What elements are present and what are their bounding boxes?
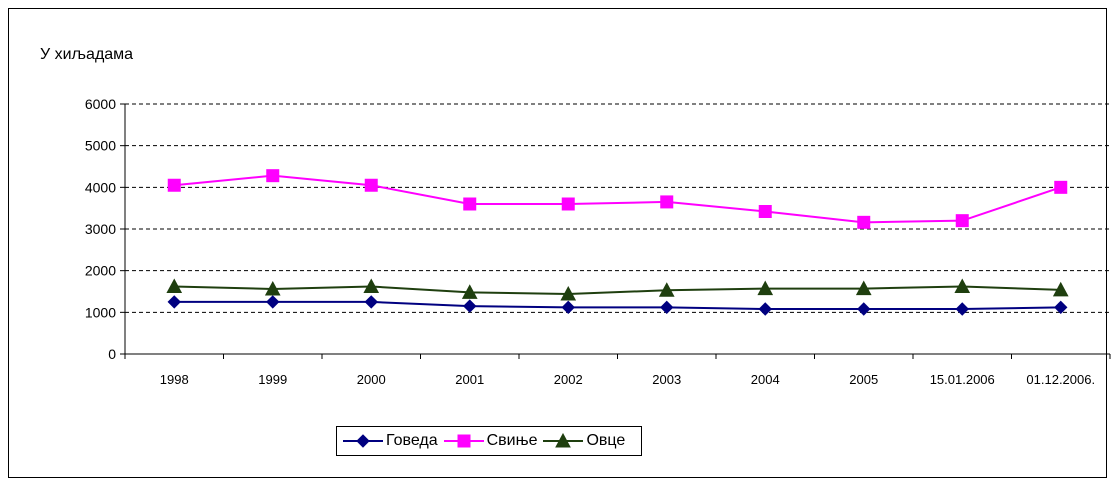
legend-swatch-triangle xyxy=(543,433,584,448)
data-point-triangle xyxy=(658,282,675,297)
series-line-2 xyxy=(174,174,1062,224)
data-point-triangle xyxy=(1052,281,1069,297)
x-tick-label: 1999 xyxy=(258,372,287,387)
y-tick-label: 2000 xyxy=(85,263,116,279)
y-tick-label: 6000 xyxy=(85,96,116,112)
series-line-1 xyxy=(174,300,1061,310)
legend-swatch-square xyxy=(443,434,484,448)
y-tick-label: 5000 xyxy=(85,138,116,154)
axes xyxy=(120,103,1111,359)
data-point-triangle xyxy=(166,278,183,293)
data-point-diamond xyxy=(266,295,280,309)
data-point-triangle xyxy=(954,278,971,293)
x-tick-label: 1998 xyxy=(160,372,189,387)
data-point-diamond xyxy=(1054,300,1068,315)
x-tick-label: 2000 xyxy=(357,372,386,387)
x-tick-label: 2002 xyxy=(554,372,583,387)
series-lines xyxy=(174,174,1062,310)
x-tick-label: 2003 xyxy=(652,372,681,387)
data-point-square xyxy=(364,178,378,192)
data-point-square xyxy=(955,214,969,228)
legend-marker xyxy=(555,433,572,448)
x-tick-label: 15.01.2006 xyxy=(930,372,995,387)
legend-label: Овце xyxy=(586,432,626,449)
data-point-diamond xyxy=(758,302,772,316)
data-point-square xyxy=(266,169,280,183)
legend-marker xyxy=(356,434,370,448)
legend-item: Овце xyxy=(543,432,625,450)
data-point-diamond xyxy=(463,299,477,313)
legend-label: Свиње xyxy=(486,432,538,449)
x-tick-label: 01.12.2006. xyxy=(1026,372,1095,387)
legend-swatch-diamond xyxy=(343,434,383,448)
data-point-diamond xyxy=(955,302,969,316)
data-point-square xyxy=(561,197,575,211)
legend-item: Говеда xyxy=(343,432,438,450)
y-axis-label: У хиљадама xyxy=(40,46,134,63)
x-tick-label: 2005 xyxy=(849,372,878,387)
data-point-diamond xyxy=(857,302,871,316)
series-markers xyxy=(166,169,1069,316)
data-point-square xyxy=(660,195,674,209)
data-point-triangle xyxy=(855,280,872,296)
data-point-triangle xyxy=(264,280,281,296)
line-chart: 0 1000 2000 3000 4000 5000 6000 1998 1999 2000 200… xyxy=(85,96,1111,387)
data-point-triangle xyxy=(560,285,577,301)
tick-labels: 0 1000 2000 3000 4000 5000 6000 1998 1999 2000 200… xyxy=(85,96,1095,387)
x-tick-label: 2004 xyxy=(751,372,780,387)
data-point-triangle xyxy=(363,278,380,293)
data-point-triangle xyxy=(757,280,774,296)
chart-frame xyxy=(8,8,1107,478)
legend: Говеда Свиње Овце xyxy=(336,426,643,456)
y-tick-label: 4000 xyxy=(85,179,116,195)
x-tick-label: 2001 xyxy=(455,372,484,387)
data-point-square xyxy=(463,197,477,211)
data-point-diamond xyxy=(364,295,378,309)
data-point-diamond xyxy=(561,300,575,315)
y-tick-label: 1000 xyxy=(85,304,116,320)
legend-label: Говеда xyxy=(386,432,438,449)
y-tick-label: 3000 xyxy=(85,221,116,237)
data-point-square xyxy=(167,178,181,192)
y-tick-label: 0 xyxy=(108,346,116,362)
data-point-square xyxy=(758,205,772,218)
gridlines xyxy=(125,103,1110,313)
legend-item: Свиње xyxy=(443,432,538,450)
data-point-triangle xyxy=(461,284,478,299)
data-point-square xyxy=(1054,180,1068,194)
data-point-diamond xyxy=(660,300,674,315)
series-line-3 xyxy=(174,285,1061,296)
data-point-diamond xyxy=(167,295,181,309)
legend-marker xyxy=(457,434,471,448)
data-point-square xyxy=(857,215,871,229)
